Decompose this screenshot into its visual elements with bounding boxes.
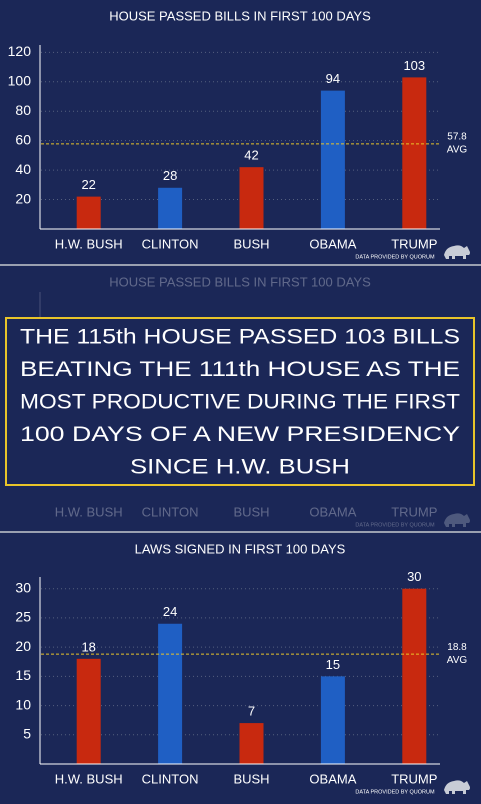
value-label: 30 <box>407 569 421 584</box>
chart-title: HOUSE PASSED BILLS IN FIRST 100 DAYS <box>109 8 371 23</box>
faded-category: H.W. BUSH <box>55 504 123 519</box>
headline-line: THE 115th HOUSE PASSED 103 BILLS <box>20 326 460 349</box>
headline-box <box>5 317 475 486</box>
value-label: 15 <box>326 657 340 672</box>
y-tick-label: 100 <box>8 73 32 89</box>
bar <box>402 588 427 764</box>
value-label: 42 <box>244 148 258 163</box>
headline-line: BEATING THE 111th HOUSE AS THE <box>20 358 460 381</box>
x-tick-label: H.W. BUSH <box>55 771 123 786</box>
x-tick-label: H.W. BUSH <box>55 236 123 251</box>
headline-line: 100 DAYS OF A NEW PRESIDENCY <box>20 423 460 446</box>
average-label: AVG <box>447 145 468 156</box>
x-tick-label: CLINTON <box>142 236 199 251</box>
bar <box>239 723 264 764</box>
bar <box>76 658 101 764</box>
bear-icon <box>444 780 470 794</box>
x-tick-label: CLINTON <box>142 771 199 786</box>
x-tick-label: OBAMA <box>309 236 356 251</box>
bear-icon <box>444 513 470 527</box>
bar <box>402 77 427 229</box>
faded-category: BUSH <box>233 504 269 519</box>
bar <box>76 196 101 229</box>
average-value: 18.8 <box>447 642 467 653</box>
y-tick-label: 40 <box>15 161 31 177</box>
value-label: 18 <box>81 639 95 654</box>
bar <box>320 90 345 229</box>
y-tick-label: 30 <box>15 579 31 595</box>
faded-category: TRUMP <box>391 504 437 519</box>
value-label: 94 <box>326 71 340 86</box>
headline-line: SINCE H.W. BUSH <box>130 456 350 479</box>
average-label: AVG <box>447 655 468 666</box>
y-tick-label: 60 <box>15 131 31 147</box>
bear-icon <box>444 245 470 259</box>
source-credit: DATA PROVIDED BY QUORUM <box>355 254 435 260</box>
average-value: 57.8 <box>447 132 467 143</box>
faded-credit: DATA PROVIDED BY QUORUM <box>355 522 435 528</box>
x-tick-label: BUSH <box>233 771 269 786</box>
x-tick-label: OBAMA <box>309 771 356 786</box>
y-tick-label: 120 <box>8 43 32 59</box>
x-tick-label: TRUMP <box>391 236 437 251</box>
y-tick-label: 20 <box>15 638 31 654</box>
faded-title: HOUSE PASSED BILLS IN FIRST 100 DAYS <box>109 274 371 289</box>
bar <box>158 187 183 229</box>
y-tick-label: 15 <box>15 667 31 683</box>
value-label: 22 <box>81 177 95 192</box>
y-tick-label: 20 <box>15 190 31 206</box>
faded-category: CLINTON <box>142 504 199 519</box>
faded-category: OBAMA <box>309 504 356 519</box>
headline-line: MOST PRODUCTIVE DURING THE FIRST <box>20 391 460 414</box>
value-label: 7 <box>248 704 255 719</box>
value-label: 28 <box>163 168 177 183</box>
bar <box>320 676 345 764</box>
y-tick-label: 10 <box>15 696 31 712</box>
bar <box>239 167 264 229</box>
value-label: 103 <box>403 58 425 73</box>
bar <box>158 623 183 764</box>
y-tick-label: 5 <box>23 725 31 741</box>
value-label: 24 <box>163 604 177 619</box>
chart-title: LAWS SIGNED IN FIRST 100 DAYS <box>135 541 346 556</box>
x-tick-label: BUSH <box>233 236 269 251</box>
y-tick-label: 80 <box>15 102 31 118</box>
y-tick-label: 25 <box>15 609 31 625</box>
x-tick-label: TRUMP <box>391 771 437 786</box>
source-credit: DATA PROVIDED BY QUORUM <box>355 789 435 795</box>
